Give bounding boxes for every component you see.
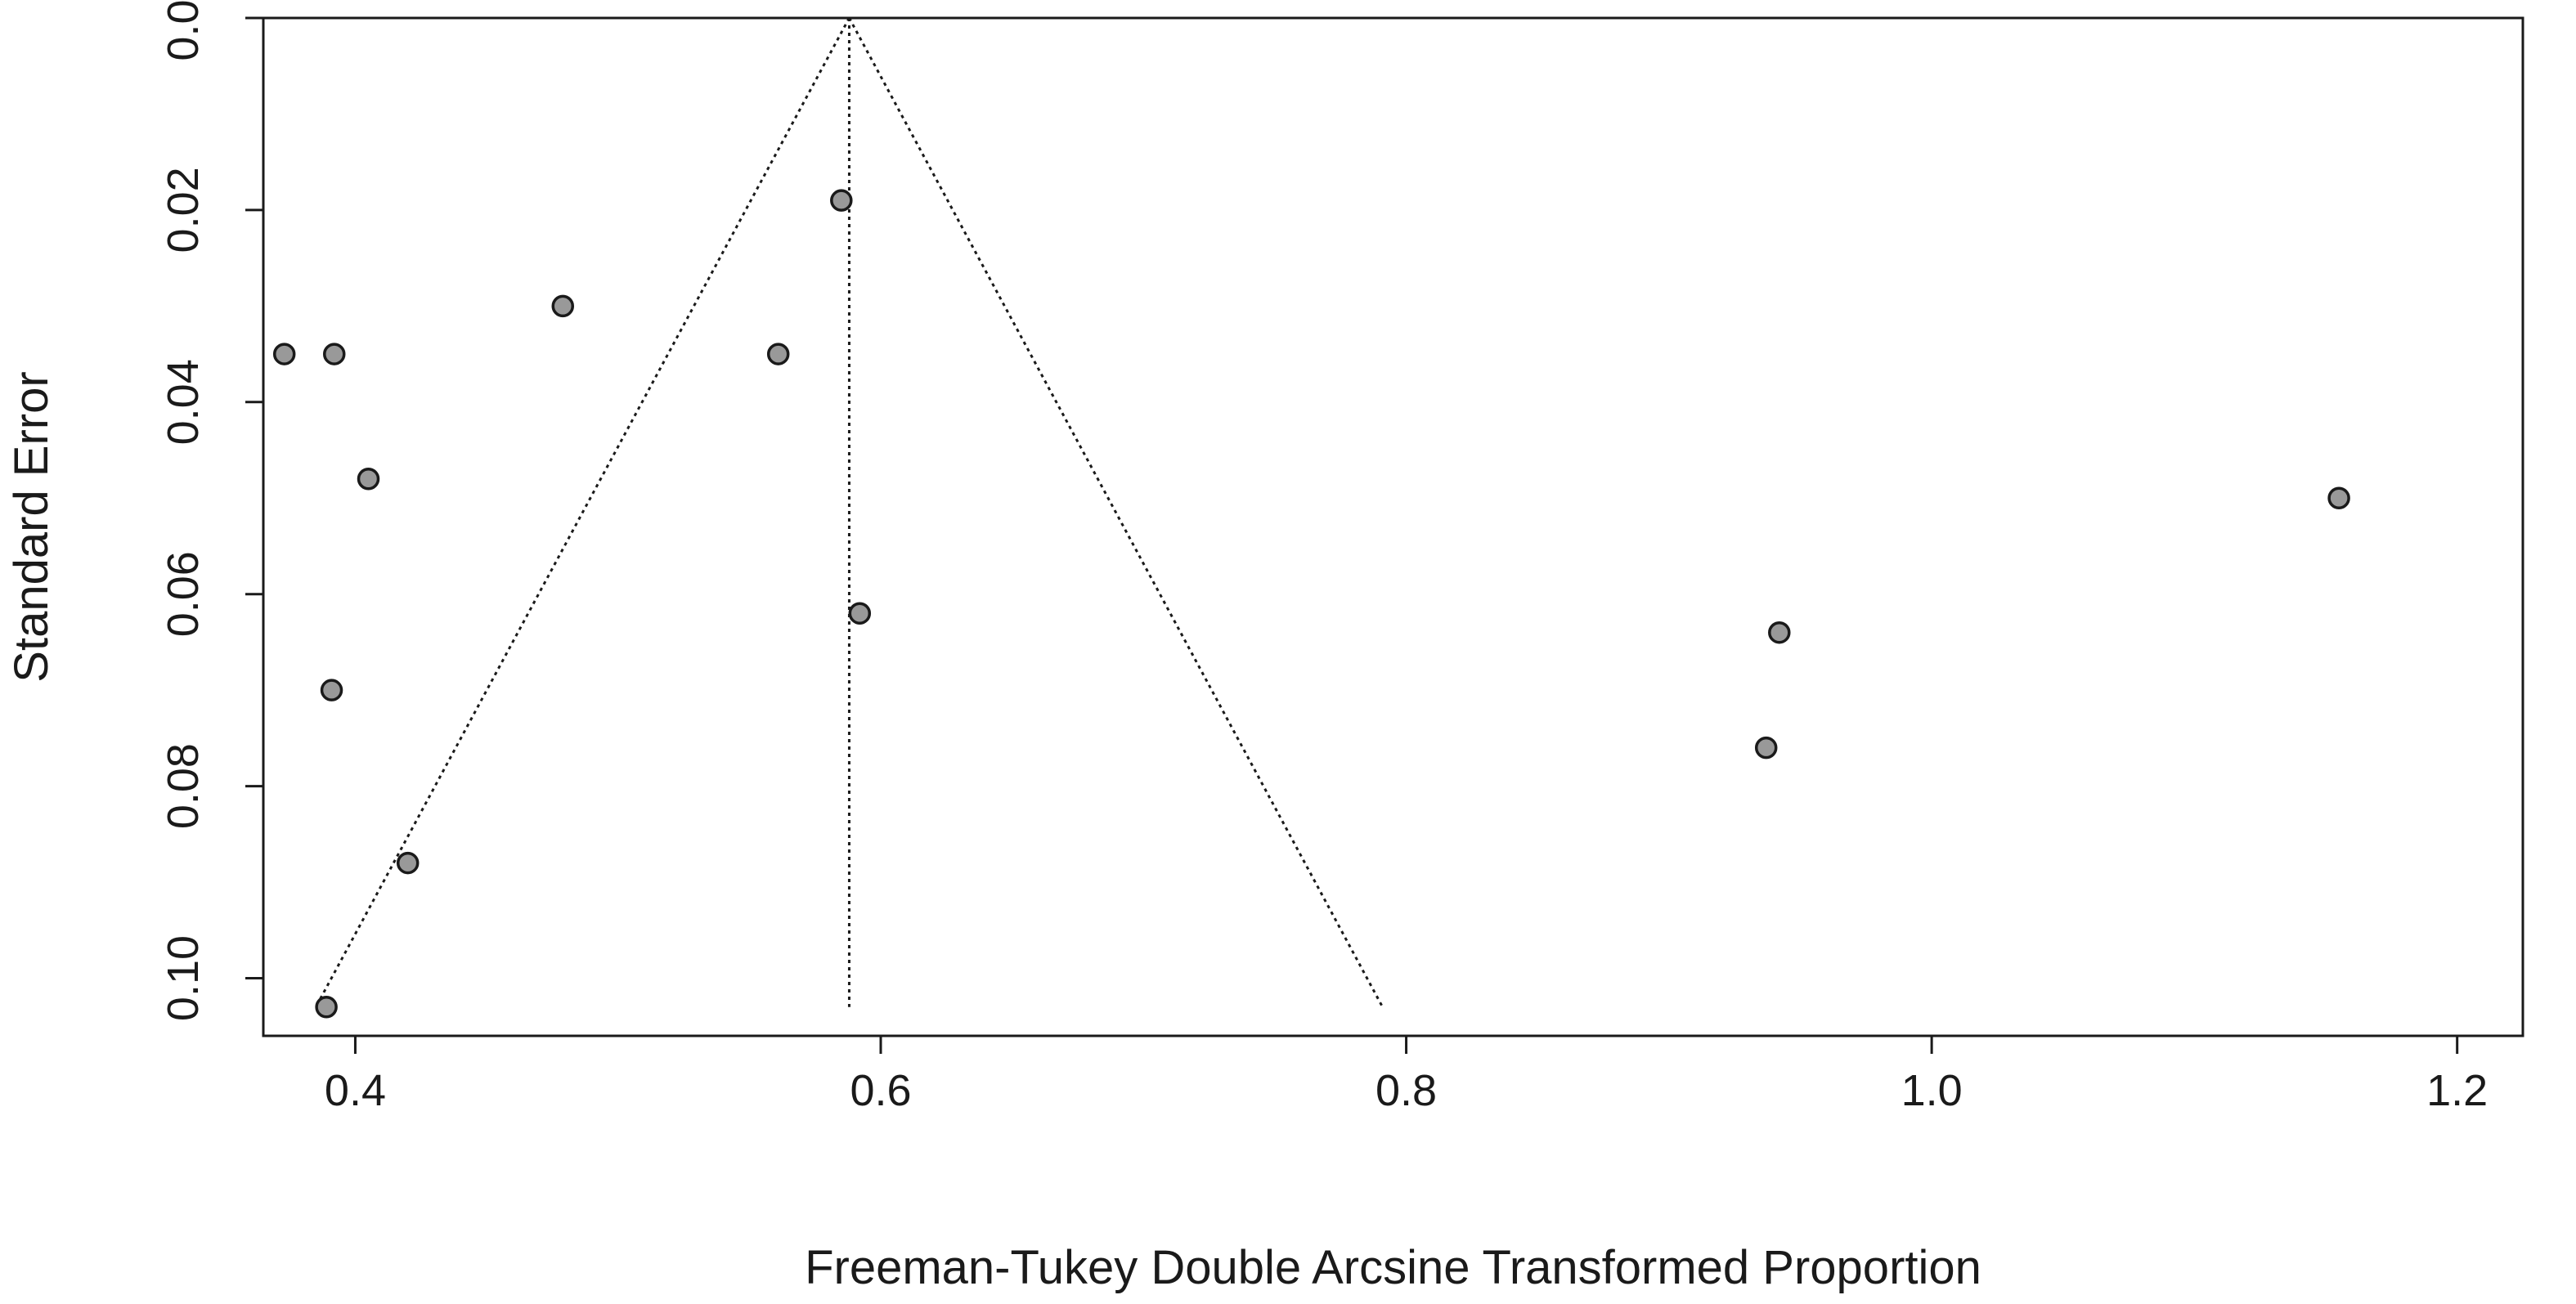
axes-group: 0.4 0.6 0.8 1.0 1.2 0.00 0.02 0.04 0.06 0.08 0.10 [159,0,2524,1115]
study-point [848,602,872,625]
y-tick-label: 0.08 [159,743,208,829]
y-tick-label: 0.04 [159,359,208,445]
y-tick-label: 0.02 [159,167,208,253]
y-tick-label: 0.00 [159,0,208,61]
points-group [272,189,2350,1019]
y-tick-label: 0.06 [159,551,208,637]
study-point [2327,486,2350,510]
funnel-right-line [848,17,1384,1008]
funnel-left-line [314,17,850,1008]
study-point [830,189,853,212]
y-tick-label: 0.10 [159,935,208,1021]
y-axis-label: Standard Error [5,371,58,682]
study-point [766,343,790,365]
x-tick-label: 1.0 [1901,1066,1963,1115]
study-point [272,343,296,365]
study-point [315,996,338,1019]
study-point [396,851,420,875]
plot-frame [262,16,2524,1037]
x-axis-label: Freeman-Tukey Double Arcsine Transformed… [805,1241,1981,1294]
x-tick-label: 0.8 [1376,1066,1437,1115]
x-tick-label: 0.4 [325,1066,386,1115]
x-tick-label: 1.2 [2426,1066,2488,1115]
funnel-group [314,17,1384,1008]
x-tick-label: 0.6 [850,1066,911,1115]
study-point [1754,736,1778,760]
study-point [551,294,575,318]
study-point [320,679,343,701]
study-point [357,468,380,491]
study-point [322,343,346,365]
study-point [1768,621,1791,644]
